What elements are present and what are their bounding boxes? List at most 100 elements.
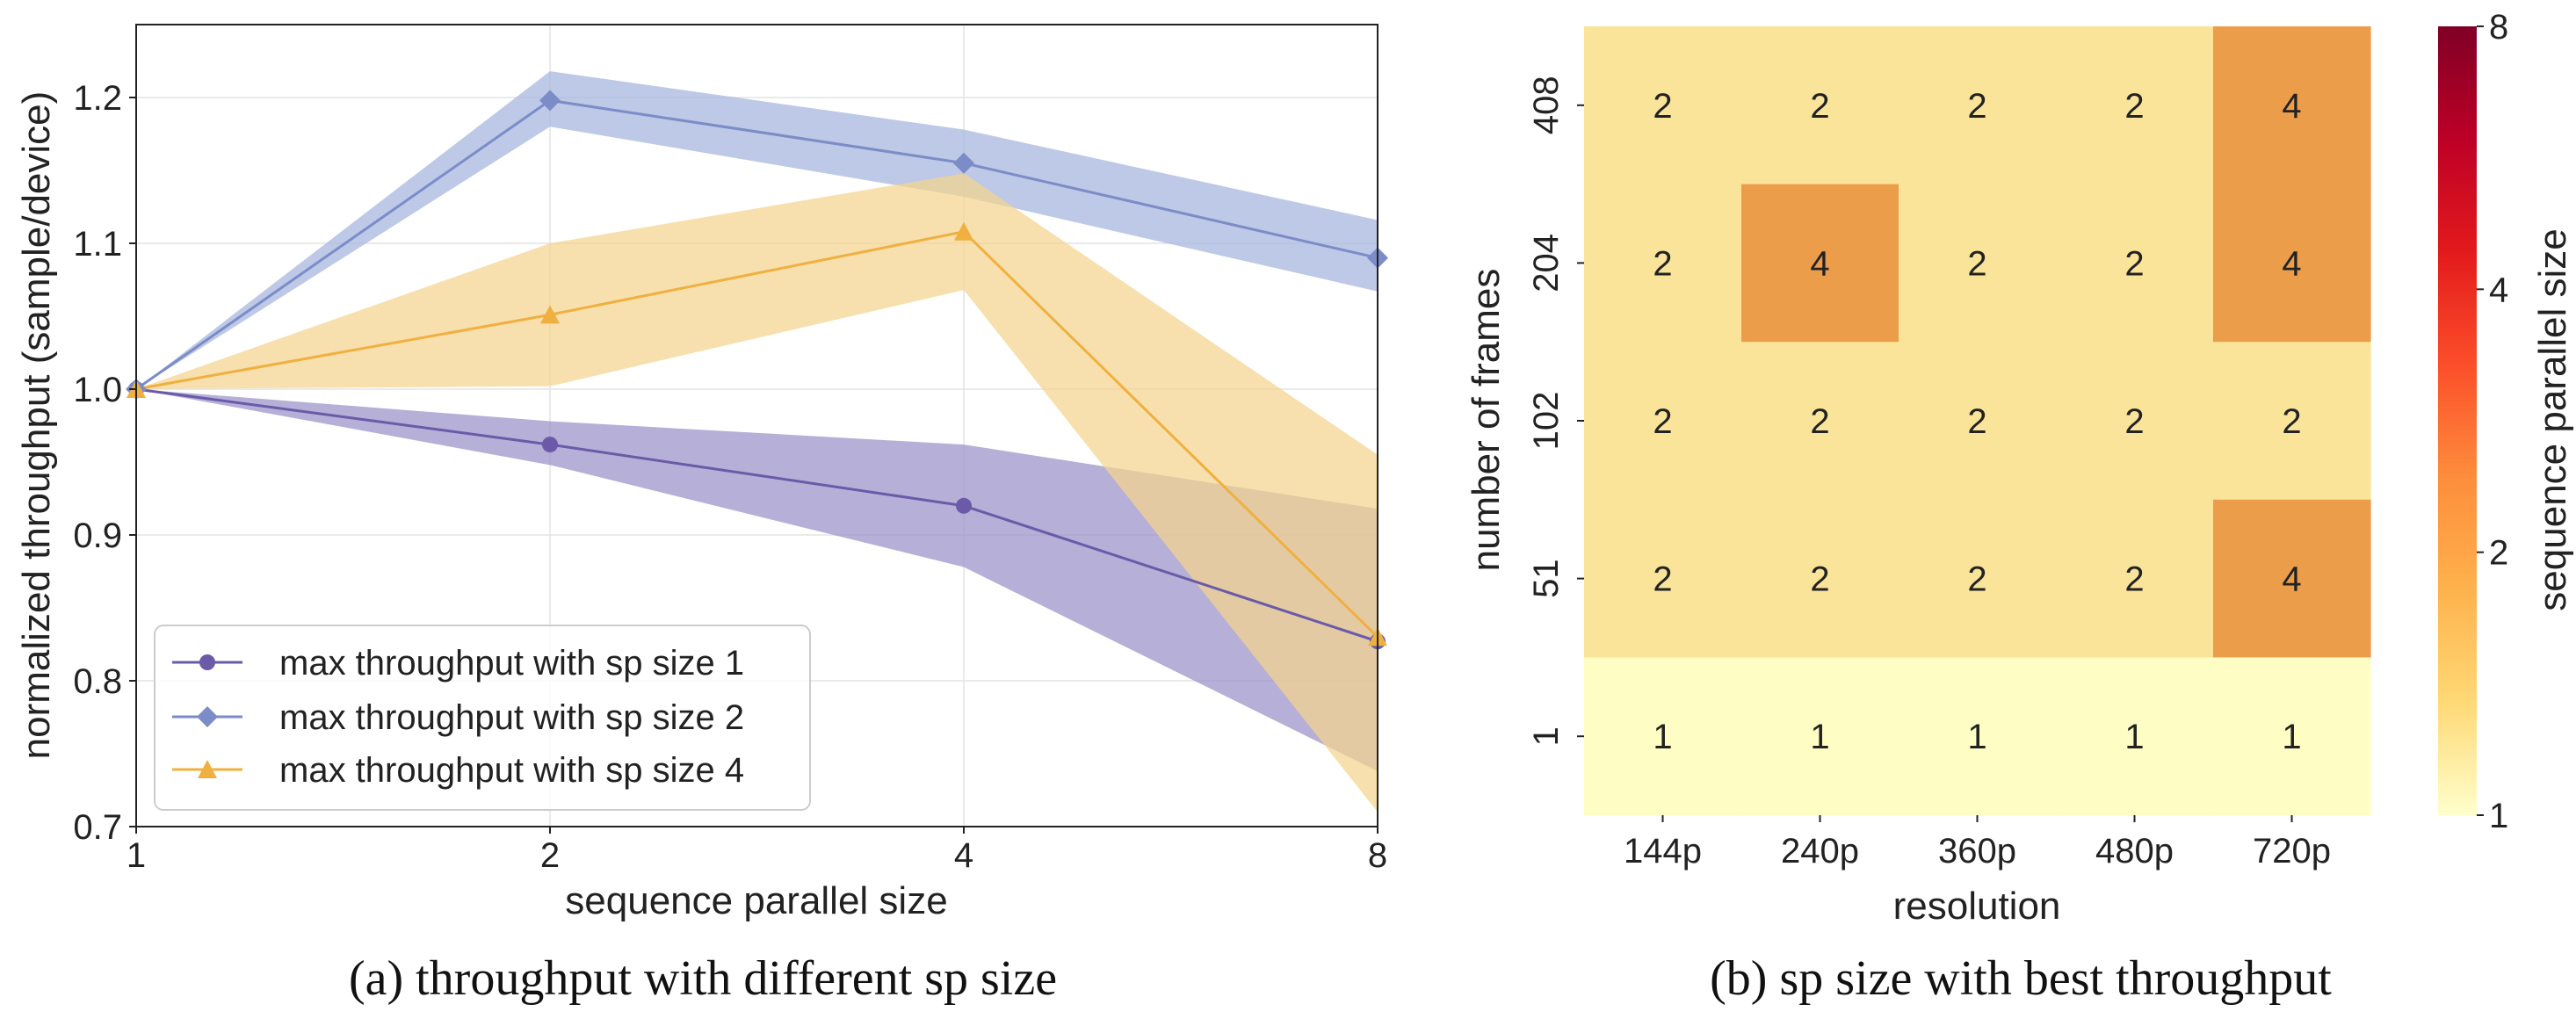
heatmap-cell-label: 4 xyxy=(2282,244,2301,283)
heatmap-cell-label: 2 xyxy=(1810,560,1829,599)
heatmap-cell-label: 1 xyxy=(2282,718,2301,756)
series-line xyxy=(135,387,1378,643)
y-tick-label: 0.7 xyxy=(73,808,122,847)
legend-label: max throughput with sp size 1 xyxy=(279,644,744,683)
heatmap-cell xyxy=(1584,657,1742,816)
heatmap-y-ticks: 408 204 102 51 1 xyxy=(1527,76,1584,746)
heatmap-cell xyxy=(1899,184,2057,343)
heatmap-cell-label: 2 xyxy=(2124,87,2144,126)
colorbar-tick-label: 4 xyxy=(2489,271,2508,309)
heatmap-cell xyxy=(1899,342,2057,501)
heatmap-panel: 2 2 2 2 42 4 2 2 42 2 2 2 22 2 2 2 41 1 1 1 1 144p 240p 360p 48… xyxy=(1465,8,2574,1006)
heatmap-cell-label: 2 xyxy=(1653,560,1672,599)
heatmap-y-tick-label: 1 xyxy=(1527,726,1566,746)
heatmap-cell-label: 2 xyxy=(2124,244,2144,283)
data-point xyxy=(954,221,973,241)
heatmap-cell xyxy=(2056,184,2214,343)
heatmap-cell xyxy=(2213,26,2371,185)
heatmap-cell xyxy=(1899,657,2057,816)
colorbar-label: sequence parallel size xyxy=(2531,228,2574,611)
heatmap-x-tick-label: 240p xyxy=(1781,832,1859,871)
confidence-band xyxy=(136,389,1378,771)
heatmap-cell xyxy=(2213,184,2371,343)
heatmap-cell-label: 2 xyxy=(2124,402,2144,441)
line-chart-legend: max throughput with sp size 1 max throug… xyxy=(154,625,811,811)
line-chart-ylabel: normalized throughput (sample/device) xyxy=(15,91,58,760)
heatmap-ylabel: number of frames xyxy=(1465,269,1508,572)
heatmap-cell-label: 2 xyxy=(1967,87,1986,126)
heatmap-cell xyxy=(2056,657,2214,816)
heatmap-cell xyxy=(1584,499,1742,658)
heatmap-cell-label: 2 xyxy=(1653,244,1672,283)
heatmap-y-tick-label: 204 xyxy=(1527,234,1566,293)
heatmap-cell-labels: 2 2 2 2 4 2 4 2 2 4 2 2 2 2 2 2 2 2 2 4 1 1 1 1 1 xyxy=(1653,87,2301,756)
data-point xyxy=(540,305,560,324)
heatmap-cell xyxy=(2213,499,2371,658)
legend-marker-diamond xyxy=(197,706,218,727)
heatmap-x-ticks: 144p 240p 360p 480p 720p xyxy=(1624,815,2331,871)
series-lines xyxy=(135,98,1379,643)
x-tick-label: 1 xyxy=(127,836,146,875)
heatmap-cell-label: 2 xyxy=(1653,402,1672,441)
heatmap-cell-label: 2 xyxy=(1967,402,1986,441)
heatmap-cell xyxy=(1584,26,1742,185)
heatmap-xlabel: resolution xyxy=(1893,885,2061,928)
heatmap-cell-label: 1 xyxy=(1653,718,1672,756)
heatmap-cell-label: 2 xyxy=(2124,560,2144,599)
data-point xyxy=(953,152,974,174)
legend-label: max throughput with sp size 2 xyxy=(279,698,744,737)
heatmap-cell xyxy=(2213,657,2371,816)
heatmap-cell xyxy=(2056,499,2214,658)
heatmap-x-tick-label: 480p xyxy=(2095,832,2174,871)
heatmap-cell xyxy=(1741,26,1899,185)
heatmap-cell-label: 2 xyxy=(1967,560,1986,599)
data-point xyxy=(539,90,561,112)
heatmap-cell xyxy=(1899,499,2057,658)
line-chart-panel: 1 2 4 8 0.7 0.8 0.9 1.0 1.1 1.2 sequence paralle… xyxy=(15,24,1388,1006)
heatmap-x-tick-label: 720p xyxy=(2253,832,2331,871)
x-tick-label: 8 xyxy=(1368,836,1387,875)
series-line xyxy=(135,230,1379,639)
heatmap-cell-label: 1 xyxy=(1810,718,1829,756)
x-tick-label: 2 xyxy=(540,836,560,875)
data-point xyxy=(956,497,972,514)
y-tick-label: 1.1 xyxy=(73,225,122,264)
heatmap-cell-label: 1 xyxy=(2124,718,2144,756)
legend-frame xyxy=(154,625,811,811)
panel-b-caption: (b) sp size with best throughput xyxy=(1710,951,2332,1006)
heatmap-cell xyxy=(1741,499,1899,658)
y-tick-label: 0.9 xyxy=(73,517,122,555)
x-tick-label: 4 xyxy=(954,836,973,875)
heatmap-cell xyxy=(1741,657,1899,816)
heatmap-cell-label: 2 xyxy=(1967,244,1986,283)
heatmap-cell xyxy=(2213,342,2371,501)
heatmap-cell xyxy=(1584,342,1742,501)
heatmap-cell-label: 2 xyxy=(1653,87,1672,126)
y-axis-ticks: 0.7 0.8 0.9 1.0 1.1 1.2 xyxy=(73,79,136,847)
heatmap-cell-label: 2 xyxy=(1810,87,1829,126)
heatmap-cell-label: 4 xyxy=(2282,87,2301,126)
legend-marker-triangle xyxy=(198,760,217,778)
colorbar-tick-label: 2 xyxy=(2489,534,2508,573)
y-tick-label: 1.0 xyxy=(73,371,122,409)
heatmap-cells xyxy=(1584,26,2371,816)
heatmap-cell xyxy=(1741,184,1899,343)
heatmap-cell-label: 4 xyxy=(2282,560,2301,599)
heatmap-cell-label: 4 xyxy=(1810,244,1829,283)
heatmap-cell-label: 1 xyxy=(1967,718,1986,756)
legend-label: max throughput with sp size 4 xyxy=(279,751,744,790)
heatmap-cell xyxy=(1584,184,1742,343)
heatmap-cell xyxy=(1899,26,2057,185)
panel-a-caption: (a) throughput with different sp size xyxy=(349,951,1057,1006)
y-tick-label: 0.8 xyxy=(73,662,122,701)
colorbar-tick-label: 8 xyxy=(2489,8,2508,47)
heatmap-cell xyxy=(1741,342,1899,501)
heatmap-cell xyxy=(2056,342,2214,501)
heatmap-cell-label: 2 xyxy=(2282,402,2301,441)
heatmap-cell xyxy=(2056,26,2214,185)
colorbar-ticks: 1 2 4 8 xyxy=(2477,8,2508,835)
x-axis-ticks: 1 2 4 8 xyxy=(127,827,1387,875)
heatmap-y-tick-label: 102 xyxy=(1527,392,1566,451)
confidence-band xyxy=(136,71,1378,390)
